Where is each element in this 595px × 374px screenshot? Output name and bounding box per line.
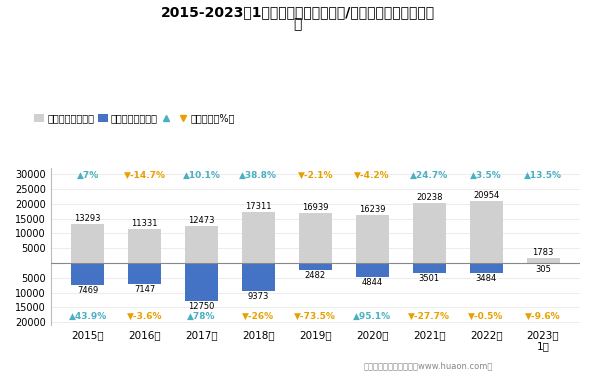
Text: ▲10.1%: ▲10.1%: [183, 171, 221, 180]
Text: ▲43.9%: ▲43.9%: [68, 312, 107, 321]
Text: ▼-26%: ▼-26%: [242, 312, 274, 321]
Bar: [299, 263, 332, 270]
Bar: [527, 263, 559, 264]
Bar: [242, 263, 275, 291]
Text: 16239: 16239: [359, 205, 386, 214]
Bar: [71, 263, 104, 285]
Bar: [128, 229, 161, 263]
Text: ▼-27.7%: ▼-27.7%: [408, 312, 450, 321]
Text: ▼-4.2%: ▼-4.2%: [355, 171, 390, 180]
Bar: [242, 212, 275, 263]
Bar: [469, 263, 503, 273]
Text: 12750: 12750: [189, 301, 215, 310]
Bar: [299, 213, 332, 263]
Text: 2015-2023年1月汉中市（境内目的地/货源地）进、出口额统: 2015-2023年1月汉中市（境内目的地/货源地）进、出口额统: [161, 6, 434, 19]
Text: ▲95.1%: ▲95.1%: [353, 312, 392, 321]
Text: 4844: 4844: [362, 278, 383, 287]
Text: ▼-73.5%: ▼-73.5%: [295, 312, 336, 321]
Text: ▲7%: ▲7%: [77, 171, 99, 180]
Text: 2482: 2482: [305, 271, 326, 280]
Text: ▲3.5%: ▲3.5%: [470, 171, 502, 180]
Text: 12473: 12473: [188, 216, 215, 225]
Bar: [185, 263, 218, 301]
Legend: 出口额（万美元）, 进口额（万美元）, , 同比增长（%）: 出口额（万美元）, 进口额（万美元）, , 同比增长（%）: [35, 113, 235, 123]
Text: ▼-2.1%: ▼-2.1%: [298, 171, 333, 180]
Bar: [469, 201, 503, 263]
Text: ▲38.8%: ▲38.8%: [239, 171, 277, 180]
Text: 9373: 9373: [248, 292, 269, 301]
Text: 3501: 3501: [419, 274, 440, 283]
Text: ▼-14.7%: ▼-14.7%: [124, 171, 165, 180]
Bar: [527, 258, 559, 263]
Text: ▼-3.6%: ▼-3.6%: [127, 312, 162, 321]
Text: 11331: 11331: [131, 220, 158, 229]
Bar: [128, 263, 161, 284]
Bar: [71, 224, 104, 263]
Text: 1783: 1783: [533, 248, 554, 257]
Text: 305: 305: [535, 265, 551, 274]
Text: 20238: 20238: [416, 193, 443, 202]
Text: 17311: 17311: [245, 202, 272, 211]
Text: ▲24.7%: ▲24.7%: [410, 171, 448, 180]
Text: 20954: 20954: [473, 191, 499, 200]
Text: 7469: 7469: [77, 286, 98, 295]
Text: 计: 计: [293, 17, 302, 31]
Bar: [413, 263, 446, 273]
Bar: [356, 263, 389, 277]
Bar: [185, 226, 218, 263]
Text: 16939: 16939: [302, 203, 328, 212]
Text: 制图：华经产业研究院（www.huaon.com）: 制图：华经产业研究院（www.huaon.com）: [364, 361, 493, 370]
Text: 7147: 7147: [134, 285, 155, 294]
Text: 3484: 3484: [475, 274, 497, 283]
Text: ▼-9.6%: ▼-9.6%: [525, 312, 561, 321]
Text: ▲78%: ▲78%: [187, 312, 216, 321]
Text: ▲13.5%: ▲13.5%: [524, 171, 562, 180]
Text: ▼-0.5%: ▼-0.5%: [468, 312, 504, 321]
Bar: [356, 215, 389, 263]
Bar: [413, 203, 446, 263]
Text: 13293: 13293: [74, 214, 101, 223]
